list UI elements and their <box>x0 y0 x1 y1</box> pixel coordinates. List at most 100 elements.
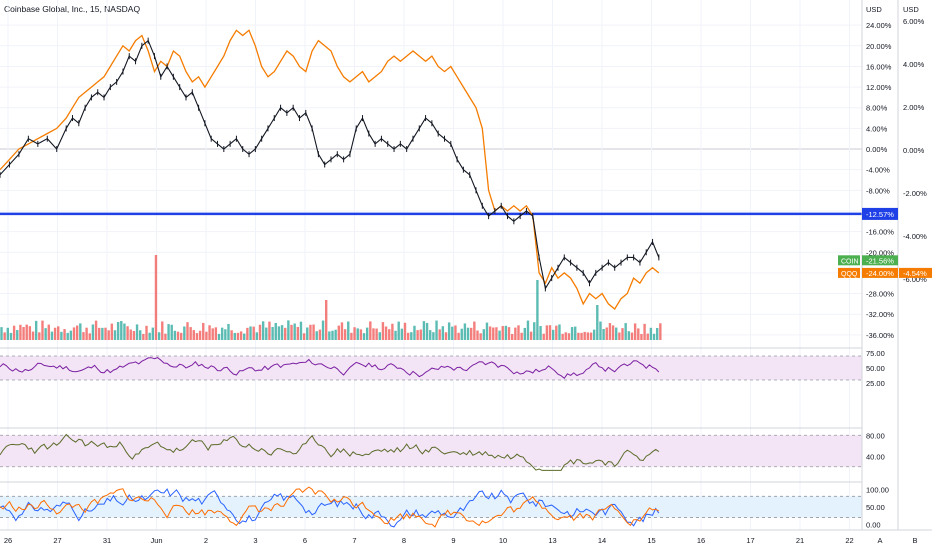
volume-bar <box>268 321 271 340</box>
price-series <box>0 29 862 310</box>
y-tick-label: 16.00% <box>866 62 892 71</box>
cci-tick-label: 80.00 <box>866 431 885 440</box>
x-tick-label: 26 <box>4 536 12 545</box>
volume-bar <box>495 327 498 340</box>
y-tick-label-secondary: 0.00% <box>903 146 925 155</box>
cci-band <box>0 435 862 467</box>
volume-bar <box>75 325 79 340</box>
volume-bar <box>592 329 596 340</box>
volume-bar <box>384 326 388 340</box>
volume-bar <box>457 332 460 340</box>
x-tick-label: 31 <box>103 536 111 545</box>
volume-bar <box>157 332 161 340</box>
qqq-line <box>0 29 660 310</box>
volume-bar <box>243 333 246 340</box>
volume-bar <box>318 329 322 340</box>
volume-bar <box>261 321 265 340</box>
volume-bar <box>615 327 618 340</box>
volume-bar <box>520 332 523 340</box>
volume-bar <box>362 333 366 340</box>
coin-tag-bg <box>838 255 860 266</box>
y-tick-label: -16.00% <box>866 228 894 237</box>
volume-bar <box>12 325 16 340</box>
volume-bar <box>265 327 268 340</box>
x-tick-label: 13 <box>548 536 556 545</box>
volume-bar <box>347 321 350 340</box>
volume-bar <box>189 327 192 340</box>
volume-bar <box>365 327 369 340</box>
x-tick-label: Jun <box>150 536 162 545</box>
x-axis-extra-b: B <box>912 536 917 545</box>
volume-bar <box>630 332 634 340</box>
x-tick-label: 8 <box>402 536 406 545</box>
volume-bar <box>101 327 104 340</box>
volume-bar <box>589 332 593 340</box>
volume-bar <box>381 322 385 340</box>
volume-bar <box>154 255 158 340</box>
x-tick-label: 3 <box>253 536 257 545</box>
volume-bar <box>583 331 586 340</box>
coin-line <box>0 39 660 290</box>
volume-bar <box>416 330 419 340</box>
volume-bar <box>3 332 6 340</box>
volume-bar <box>403 322 407 340</box>
volume-bar <box>284 327 287 340</box>
volume-bar <box>31 331 35 340</box>
volume-bar <box>277 326 281 340</box>
y-tick-label: -32.00% <box>866 310 894 319</box>
volume-bar <box>485 322 489 340</box>
volume-bar <box>372 328 375 340</box>
volume-bar <box>400 328 404 340</box>
qqq-value-bg <box>862 267 898 278</box>
volume-bar <box>558 324 561 340</box>
volume-bar <box>280 325 284 340</box>
volume-bar <box>463 323 467 340</box>
x-tick-label: 2 <box>204 536 208 545</box>
volume-bar <box>425 322 429 340</box>
stoch-d-line <box>0 486 660 528</box>
volume-bar <box>441 326 445 340</box>
volume-bar <box>526 320 530 340</box>
volume-bar <box>135 324 139 340</box>
volume-bar <box>142 333 145 340</box>
volume-bar <box>659 323 662 340</box>
volume-bar <box>394 330 397 340</box>
volume-bar <box>627 331 631 340</box>
y-tick-label: -8.00% <box>866 186 890 195</box>
volume-bar <box>38 332 41 340</box>
volume-bar <box>331 330 334 340</box>
volume-bar <box>91 324 95 340</box>
qqq-secondary: -4.54% <box>903 269 927 278</box>
volume-bar <box>94 320 98 340</box>
x-tick-label: 22 <box>845 536 853 545</box>
volume-bar <box>473 321 476 340</box>
volume-bar <box>107 330 110 340</box>
volume-bar <box>145 325 148 340</box>
volume-bar <box>167 324 170 340</box>
volume-bar <box>214 327 218 340</box>
y-tick-label-secondary: -2.00% <box>903 189 927 198</box>
hline-label: -12.57% <box>866 210 894 219</box>
volume-bar <box>217 333 221 340</box>
volume-bar <box>451 326 454 340</box>
grid <box>0 0 862 530</box>
y-tick-label: -4.00% <box>866 166 890 175</box>
volume-bar <box>293 323 296 340</box>
stoch-tick-label: 100.00 <box>866 485 889 494</box>
volume-bar <box>561 333 564 340</box>
volume-bar <box>72 327 76 340</box>
volume-bar <box>539 326 542 340</box>
volume-bar <box>596 305 599 340</box>
volume-bar <box>498 330 501 340</box>
volume-bar <box>249 326 252 340</box>
volume-bar <box>350 332 353 340</box>
volume-bar <box>186 322 189 340</box>
cci-tick-label: 40.00 <box>866 452 885 461</box>
volume-bar <box>208 325 211 340</box>
volume-bar <box>255 332 259 340</box>
rsi-line <box>0 357 660 380</box>
volume-bar <box>47 324 50 340</box>
volume-bar <box>640 333 643 340</box>
volume-bar <box>529 331 533 340</box>
